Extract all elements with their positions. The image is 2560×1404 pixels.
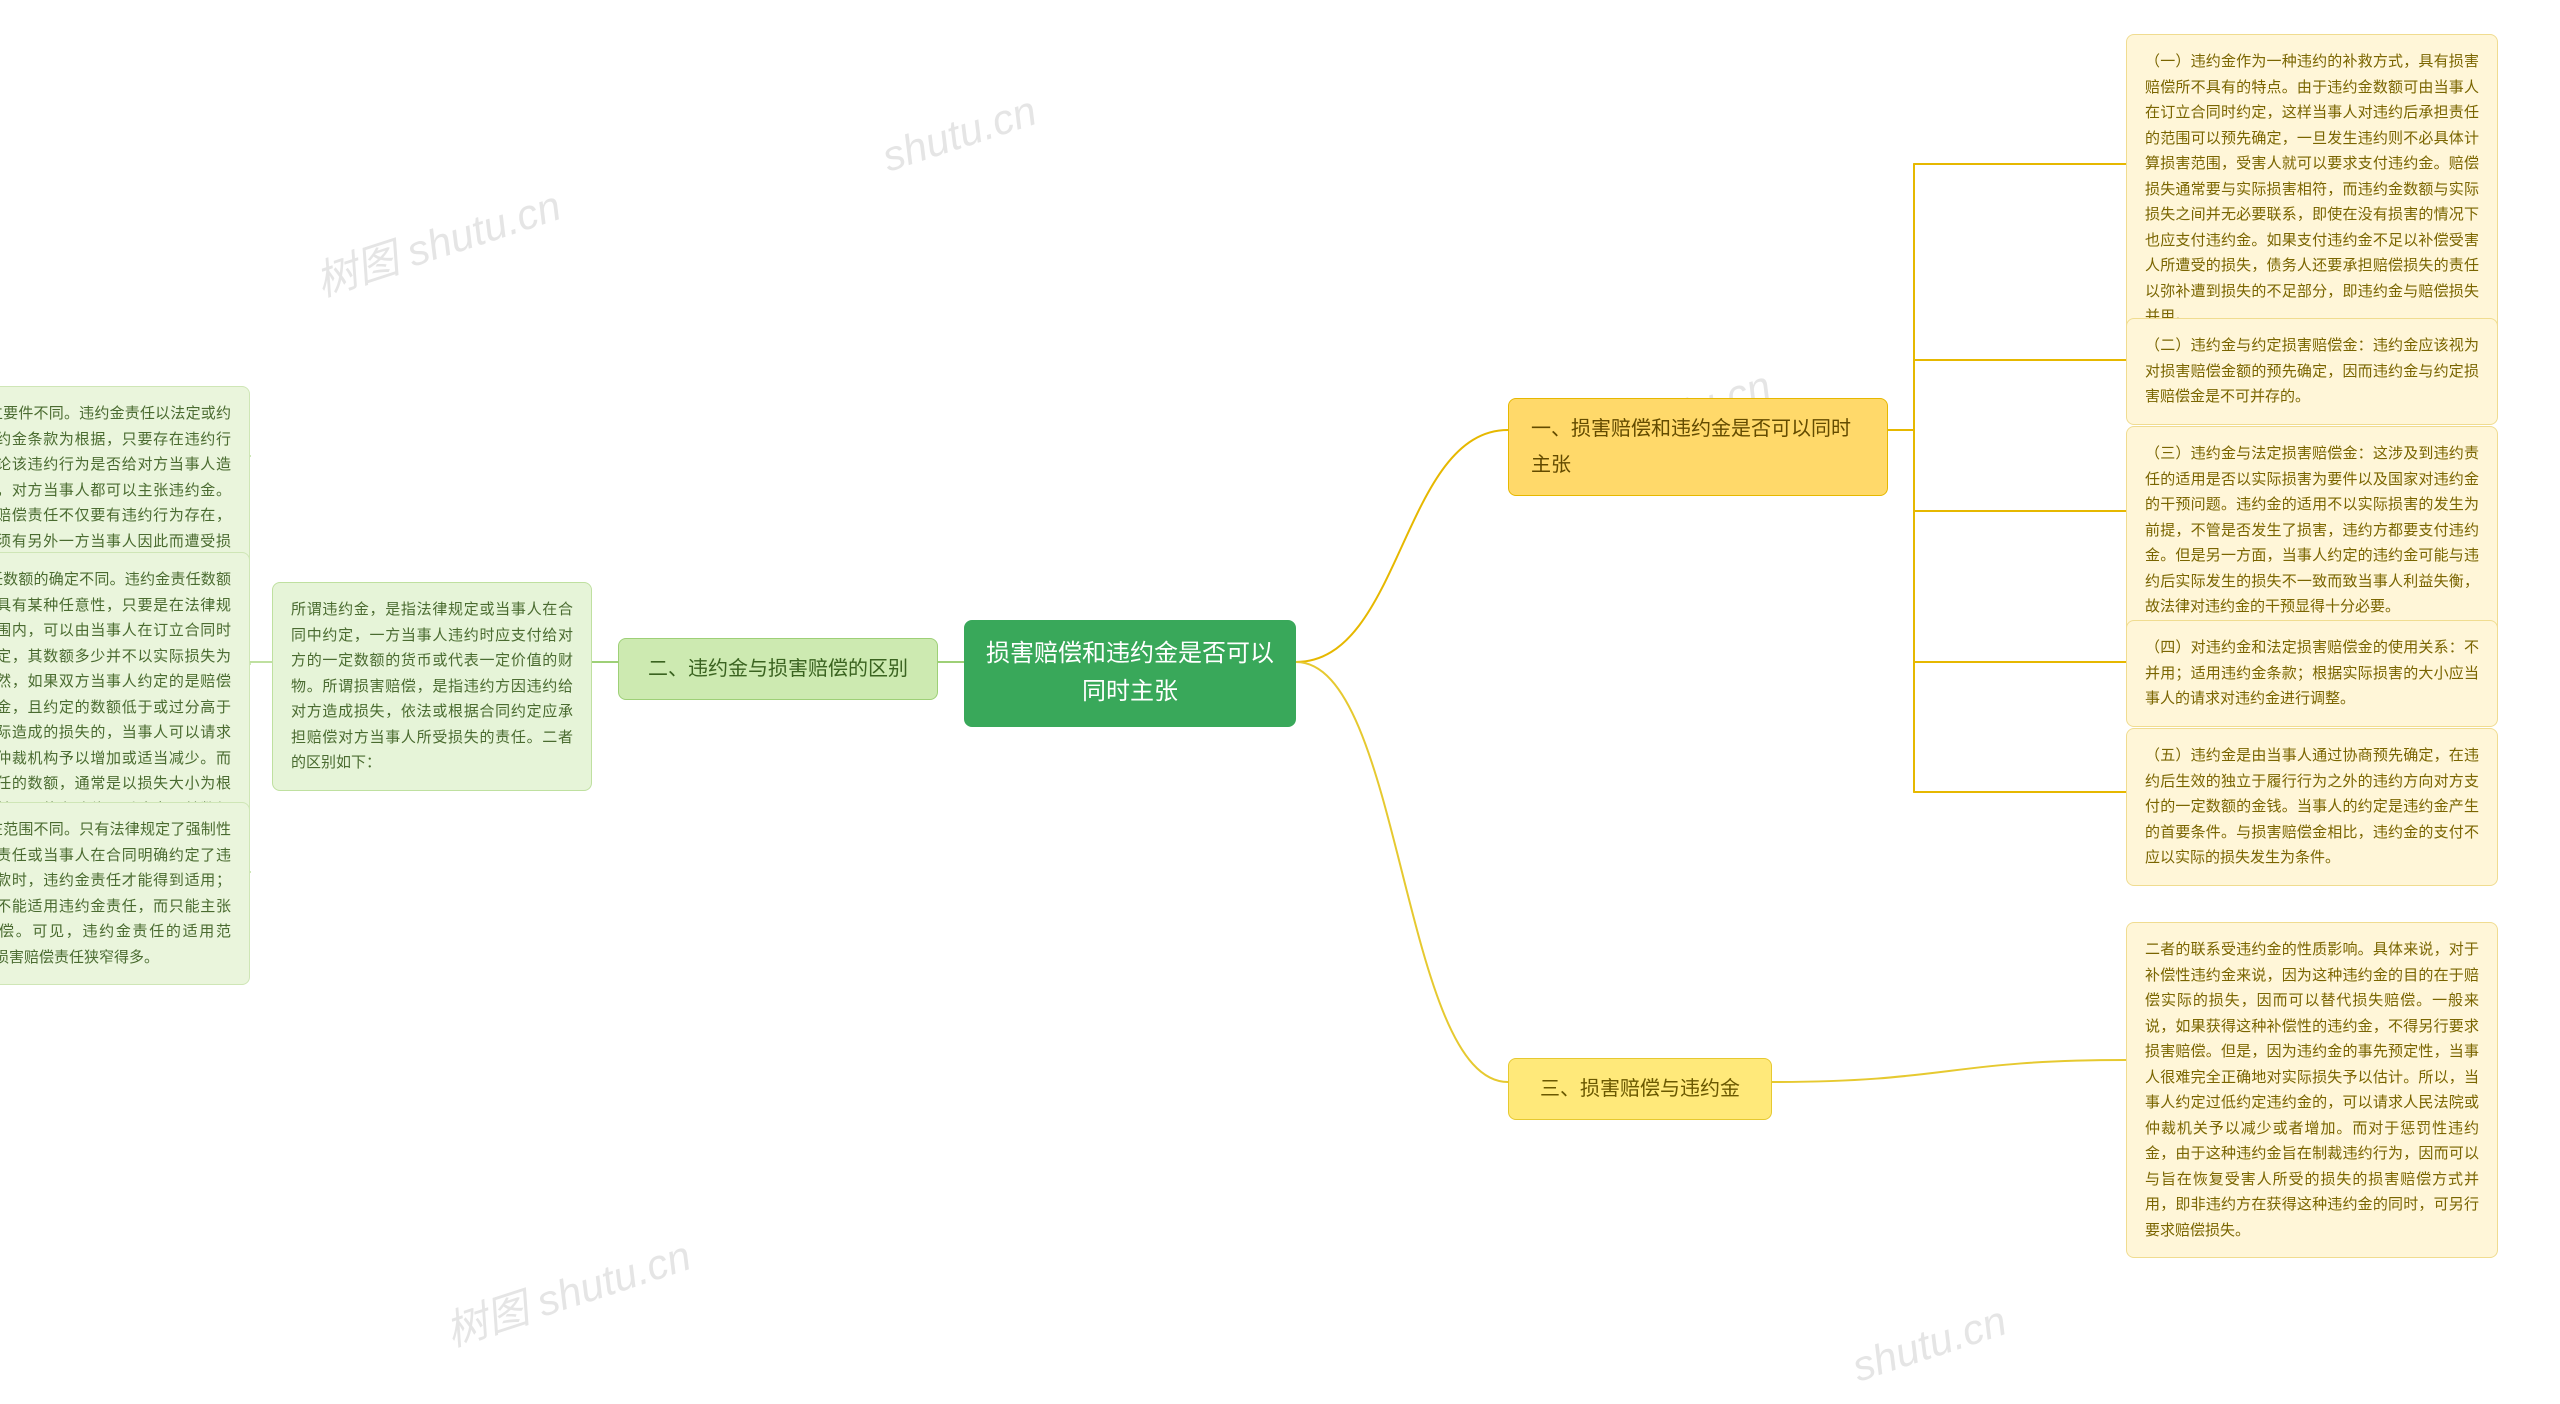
leaf-b2-2: 3、存在范围不同。只有法律规定了强制性违约金责任或当事人在合同明确约定了违约金条… xyxy=(0,802,250,985)
watermark-0: 树图 shutu.cn xyxy=(307,172,568,309)
leaf-b3-0: 二者的联系受违约金的性质影响。具体来说，对于补偿性违约金来说，因为这种违约金的目… xyxy=(2126,922,2498,1258)
branch-b2-intermediate: 所谓违约金，是指法律规定或当事人在合同中约定，一方当事人违约时应支付给对方的一定… xyxy=(272,582,592,791)
watermark-4: shutu.cn xyxy=(1846,1297,2012,1392)
branch-b1[interactable]: 一、损害赔偿和违约金是否可以同时主张 xyxy=(1508,398,1888,496)
watermark-3: 树图 shutu.cn xyxy=(437,1222,698,1359)
leaf-b1-2: （三）违约金与法定损害赔偿金：这涉及到违约责任的适用是否以实际损害为要件以及国家… xyxy=(2126,426,2498,635)
leaf-b1-0: （一）违约金作为一种违约的补救方式，具有损害赔偿所不具有的特点。由于违约金数额可… xyxy=(2126,34,2498,345)
center-topic[interactable]: 损害赔偿和违约金是否可以同时主张 xyxy=(964,620,1296,727)
leaf-b1-1: （二）违约金与约定损害赔偿金：违约金应该视为对损害赔偿金额的预先确定，因而违约金… xyxy=(2126,318,2498,425)
branch-b2[interactable]: 二、违约金与损害赔偿的区别 xyxy=(618,638,938,700)
leaf-b1-3: （四）对违约金和法定损害赔偿金的使用关系：不并用；适用违约金条款；根据实际损害的… xyxy=(2126,620,2498,727)
leaf-b1-4: （五）违约金是由当事人通过协商预先确定，在违约后生效的独立于履行行为之外的违约方… xyxy=(2126,728,2498,886)
watermark-1: shutu.cn xyxy=(876,87,1042,182)
branch-b3[interactable]: 三、损害赔偿与违约金 xyxy=(1508,1058,1772,1120)
